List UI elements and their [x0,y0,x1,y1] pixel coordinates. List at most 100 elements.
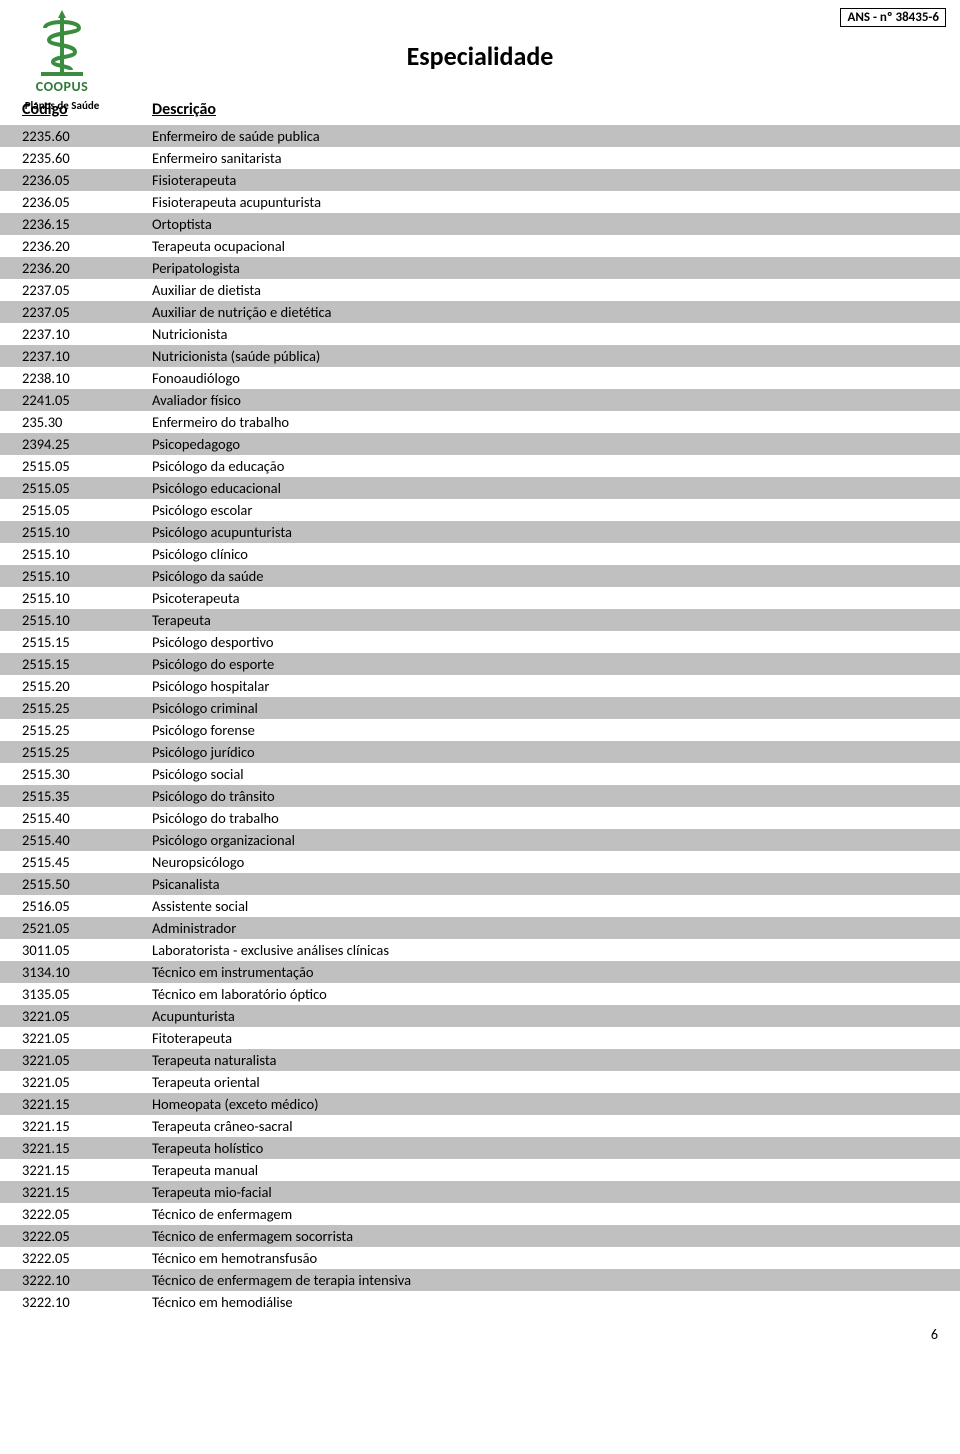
page: ANS - nº 38435-6 COOPUS Planos de Saúde … [0,0,960,1353]
table-row: 2237.10Nutricionista (saúde pública) [0,345,960,367]
cell-code: 2515.25 [0,719,152,741]
table-row: 2515.25Psicólogo criminal [0,697,960,719]
cell-desc: Psicanalista [152,873,960,895]
cell-code: 3221.15 [0,1159,152,1181]
table-row: 3221.05Terapeuta oriental [0,1071,960,1093]
table-row: 3221.15Terapeuta crâneo-sacral [0,1115,960,1137]
table-row: 2241.05Avaliador físico [0,389,960,411]
cell-desc: Nutricionista [152,323,960,345]
cell-code: 3221.05 [0,1071,152,1093]
table-row: 2515.30Psicólogo social [0,763,960,785]
cell-code: 3222.05 [0,1247,152,1269]
cell-code: 2236.20 [0,235,152,257]
cell-desc: Ortoptista [152,213,960,235]
cell-code: 3222.10 [0,1269,152,1291]
table-row: 3221.05Fitoterapeuta [0,1027,960,1049]
cell-code: 2515.10 [0,609,152,631]
caduceus-icon [39,10,85,76]
table-row: 2235.60Enfermeiro sanitarista [0,147,960,169]
table-row: 3221.15Terapeuta mio-facial [0,1181,960,1203]
cell-code: 2235.60 [0,125,152,147]
cell-code: 2237.05 [0,279,152,301]
logo: COOPUS Planos de Saúde [22,10,102,112]
cell-code: 2241.05 [0,389,152,411]
cell-desc: Homeopata (exceto médico) [152,1093,960,1115]
table-row: 3222.10Técnico em hemodiálise [0,1291,960,1313]
cell-desc: Terapeuta [152,609,960,631]
cell-code: 2515.30 [0,763,152,785]
table-row: 3134.10Técnico em instrumentação [0,961,960,983]
cell-desc: Fisioterapeuta [152,169,960,191]
table-row: 2515.15Psicólogo do esporte [0,653,960,675]
cell-desc: Técnico de enfermagem socorrista [152,1225,960,1247]
cell-desc: Acupunturista [152,1005,960,1027]
cell-code: 3222.05 [0,1203,152,1225]
table-row: 2515.10Psicólogo da saúde [0,565,960,587]
table-row: 3221.15Homeopata (exceto médico) [0,1093,960,1115]
table-row: 2515.35Psicólogo do trânsito [0,785,960,807]
cell-code: 2235.60 [0,147,152,169]
cell-desc: Psicólogo do trânsito [152,785,960,807]
table-body: 2235.60Enfermeiro de saúde publica2235.6… [0,125,960,1313]
table-row: 3221.15Terapeuta manual [0,1159,960,1181]
table-row: 2237.10Nutricionista [0,323,960,345]
table-row: 2515.40Psicólogo do trabalho [0,807,960,829]
cell-code: 2515.40 [0,829,152,851]
cell-desc: Técnico de enfermagem [152,1203,960,1225]
cell-code: 2237.10 [0,323,152,345]
table-row: 2515.15Psicólogo desportivo [0,631,960,653]
cell-code: 2515.05 [0,455,152,477]
cell-desc: Terapeuta oriental [152,1071,960,1093]
table-row: 3135.05Técnico em laboratório óptico [0,983,960,1005]
cell-desc: Psicólogo social [152,763,960,785]
cell-code: 2237.10 [0,345,152,367]
brand-subtitle: Planos de Saúde [22,99,102,112]
cell-desc: Terapeuta manual [152,1159,960,1181]
cell-desc: Assistente social [152,895,960,917]
column-headers: Código Descrição [22,100,960,119]
cell-desc: Enfermeiro do trabalho [152,411,960,433]
cell-desc: Técnico em hemotransfusão [152,1247,960,1269]
table-row: 2235.60Enfermeiro de saúde publica [0,125,960,147]
cell-desc: Terapeuta holístico [152,1137,960,1159]
cell-code: 3222.05 [0,1225,152,1247]
cell-code: 3011.05 [0,939,152,961]
cell-desc: Terapeuta crâneo-sacral [152,1115,960,1137]
cell-code: 3221.15 [0,1115,152,1137]
cell-code: 2236.15 [0,213,152,235]
cell-desc: Psicólogo da educação [152,455,960,477]
cell-code: 2515.10 [0,565,152,587]
table-row: 2515.10Psicólogo clínico [0,543,960,565]
cell-code: 3221.05 [0,1005,152,1027]
header: COOPUS Planos de Saúde Especialidade [0,0,960,72]
cell-code: 2521.05 [0,917,152,939]
table-row: 2515.05Psicólogo educacional [0,477,960,499]
cell-desc: Administrador [152,917,960,939]
cell-code: 3222.10 [0,1291,152,1313]
cell-code: 2238.10 [0,367,152,389]
cell-desc: Psicólogo desportivo [152,631,960,653]
table-row: 3222.05Técnico de enfermagem socorrista [0,1225,960,1247]
table-row: 235.30Enfermeiro do trabalho [0,411,960,433]
table-row: 2238.10Fonoaudiólogo [0,367,960,389]
cell-code: 2236.20 [0,257,152,279]
cell-desc: Nutricionista (saúde pública) [152,345,960,367]
cell-desc: Terapeuta naturalista [152,1049,960,1071]
table-row: 2515.10Psicoterapeuta [0,587,960,609]
table-row: 2394.25Psicopedagogo [0,433,960,455]
cell-desc: Psicólogo forense [152,719,960,741]
table-row: 3221.05Acupunturista [0,1005,960,1027]
cell-desc: Psicólogo organizacional [152,829,960,851]
table-row: 2236.05Fisioterapeuta acupunturista [0,191,960,213]
cell-code: 2515.10 [0,521,152,543]
cell-code: 3134.10 [0,961,152,983]
cell-code: 2515.15 [0,631,152,653]
cell-code: 2515.40 [0,807,152,829]
table-row: 2515.45Neuropsicólogo [0,851,960,873]
cell-code: 2236.05 [0,169,152,191]
cell-desc: Psicólogo do esporte [152,653,960,675]
cell-code: 3135.05 [0,983,152,1005]
table-row: 2521.05Administrador [0,917,960,939]
cell-code: 3221.15 [0,1137,152,1159]
table-row: 2515.10Terapeuta [0,609,960,631]
